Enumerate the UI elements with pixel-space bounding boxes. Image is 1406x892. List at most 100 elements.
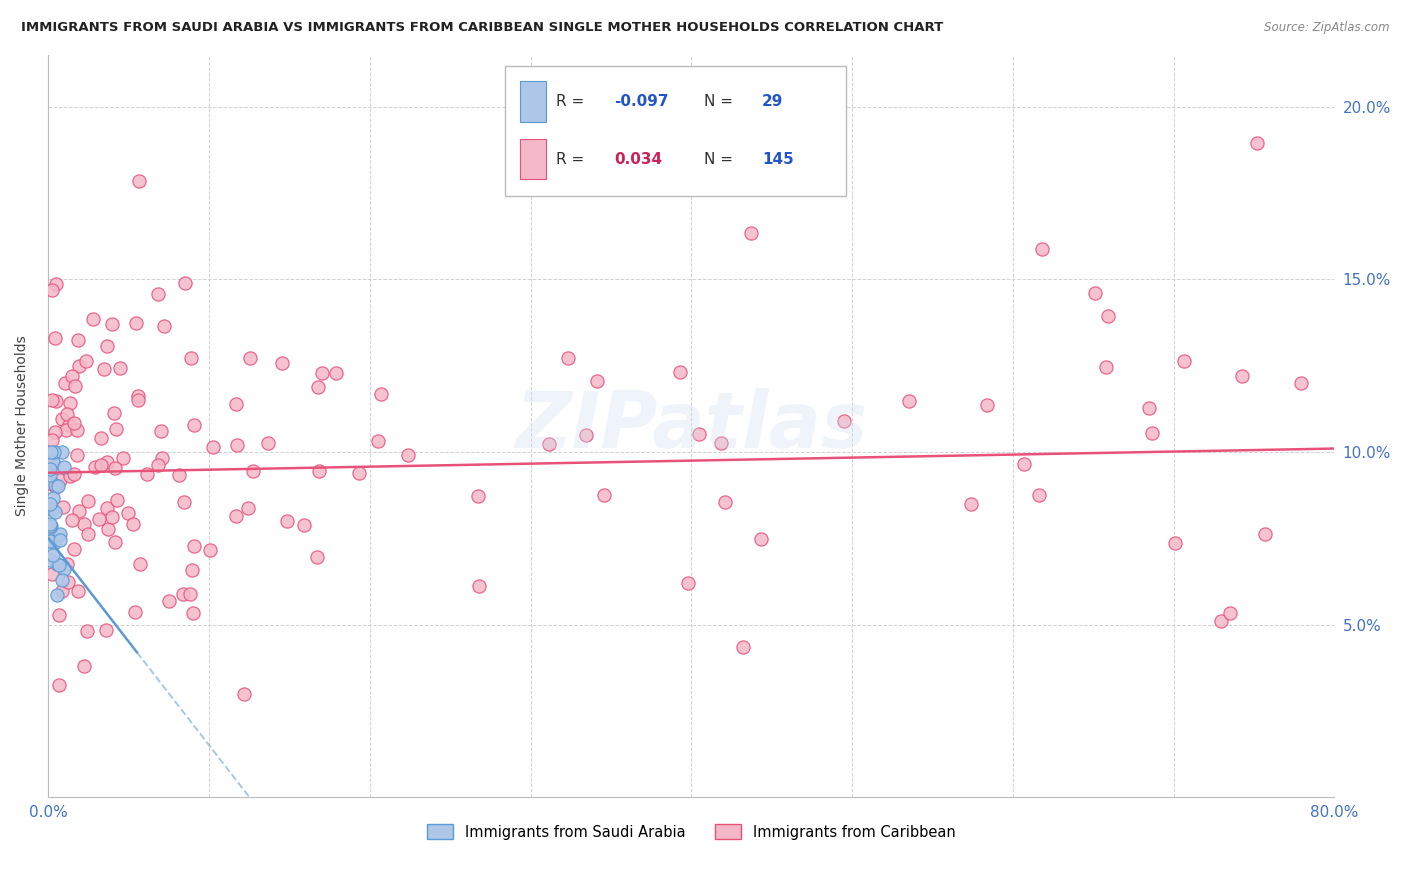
Point xyxy=(46,588,69,602)
Point xyxy=(42,536,65,550)
Point xyxy=(201,441,224,455)
Text: 145: 145 xyxy=(762,152,794,167)
Point xyxy=(396,448,419,462)
Point xyxy=(44,505,66,519)
Point xyxy=(832,414,855,428)
Point xyxy=(676,576,699,591)
Point xyxy=(58,417,80,432)
Point xyxy=(97,522,120,536)
Point xyxy=(108,361,131,376)
Point xyxy=(45,480,67,494)
Point xyxy=(1230,369,1253,384)
Point xyxy=(51,445,73,459)
Point xyxy=(148,458,170,472)
Point xyxy=(51,574,73,588)
Point xyxy=(232,687,254,701)
Point xyxy=(242,464,264,478)
Point xyxy=(311,366,333,380)
Point xyxy=(39,467,62,482)
Point xyxy=(593,488,616,502)
Text: R =: R = xyxy=(557,95,589,110)
Point xyxy=(276,514,298,528)
Point xyxy=(51,412,73,426)
Point xyxy=(270,355,292,369)
Point xyxy=(173,276,195,290)
Point xyxy=(104,461,127,475)
Point xyxy=(1211,614,1233,628)
Point xyxy=(39,462,62,476)
Point xyxy=(308,464,330,478)
Point xyxy=(55,423,77,437)
Point xyxy=(60,368,83,383)
Point xyxy=(225,508,247,523)
Point xyxy=(49,533,72,547)
Bar xyxy=(520,81,546,122)
Point xyxy=(41,455,63,469)
Point xyxy=(1012,458,1035,472)
Point xyxy=(82,311,104,326)
Point xyxy=(45,277,67,292)
Point xyxy=(39,534,62,549)
Point xyxy=(101,318,124,332)
Point xyxy=(172,587,194,601)
Point xyxy=(733,640,755,655)
Point xyxy=(181,606,204,620)
Point xyxy=(41,530,63,544)
Point xyxy=(468,579,491,593)
Point xyxy=(67,584,90,599)
Point xyxy=(77,493,100,508)
Text: N =: N = xyxy=(704,95,738,110)
Text: ZIPatlas: ZIPatlas xyxy=(515,388,868,464)
Point xyxy=(157,593,180,607)
Point xyxy=(96,500,118,515)
Point xyxy=(117,506,139,520)
Point xyxy=(41,567,63,582)
Point xyxy=(69,503,91,517)
Point xyxy=(55,376,77,390)
Point xyxy=(104,422,127,436)
Point xyxy=(959,497,981,511)
Point xyxy=(305,549,328,564)
Point xyxy=(39,445,62,459)
Point xyxy=(225,397,247,411)
Point xyxy=(67,359,90,374)
Point xyxy=(41,519,63,533)
Point xyxy=(63,467,86,481)
Point xyxy=(146,287,169,301)
Point xyxy=(41,548,63,562)
Point xyxy=(48,558,70,573)
Point xyxy=(49,527,72,541)
Point xyxy=(128,174,150,188)
Text: N =: N = xyxy=(704,152,738,167)
Point xyxy=(93,362,115,376)
Point xyxy=(44,331,66,345)
Point xyxy=(740,226,762,240)
Point xyxy=(67,334,90,348)
Point xyxy=(257,436,280,450)
Point xyxy=(669,365,692,379)
Point xyxy=(688,427,710,442)
Point xyxy=(897,393,920,408)
Point xyxy=(72,516,94,531)
Point xyxy=(183,540,205,554)
Point xyxy=(63,541,86,556)
Point xyxy=(976,398,998,412)
Point xyxy=(41,501,63,516)
Point xyxy=(538,436,561,450)
Point xyxy=(179,587,201,601)
Point xyxy=(169,467,191,482)
Point xyxy=(238,501,260,516)
Point xyxy=(60,513,83,527)
Point xyxy=(1031,242,1053,256)
Point xyxy=(198,543,221,558)
Point xyxy=(44,478,66,492)
Text: -0.097: -0.097 xyxy=(614,95,669,110)
Point xyxy=(96,455,118,469)
Point xyxy=(370,387,392,401)
Point xyxy=(39,517,62,532)
Text: R =: R = xyxy=(557,152,589,167)
Point xyxy=(180,563,202,577)
Point xyxy=(180,351,202,365)
Point xyxy=(63,416,86,430)
Point xyxy=(59,396,82,410)
